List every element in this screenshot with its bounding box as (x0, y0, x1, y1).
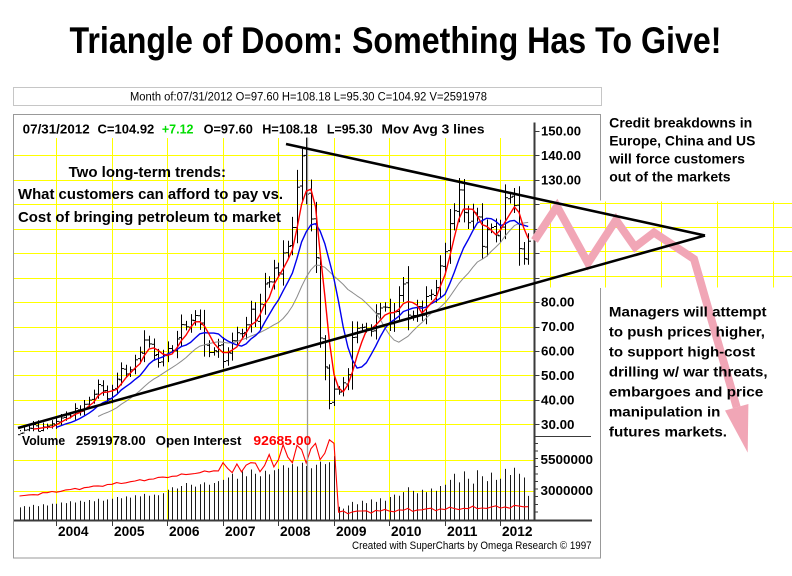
svg-text:H=108.18: H=108.18 (262, 122, 317, 137)
svg-text:manipulation in: manipulation in (609, 403, 721, 419)
svg-text:2007: 2007 (225, 524, 256, 539)
svg-text:Mov Avg 3 lines: Mov Avg 3 lines (382, 122, 485, 137)
svg-text:Managers will attempt: Managers will attempt (609, 304, 767, 320)
svg-text:3000000: 3000000 (541, 483, 594, 498)
svg-text:Credit breakdowns in: Credit breakdowns in (609, 114, 752, 130)
svg-text:5500000: 5500000 (541, 452, 594, 467)
svg-text:+7.12: +7.12 (162, 122, 194, 137)
svg-text:80.00: 80.00 (541, 295, 575, 310)
svg-text:Triangle of Doom: Something Ha: Triangle of Doom: Something Has To Give! (70, 20, 722, 61)
svg-text:Europe, China and US: Europe, China and US (609, 133, 755, 149)
svg-text:futures markets.: futures markets. (609, 423, 727, 439)
svg-text:O=97.60: O=97.60 (204, 122, 253, 137)
svg-text:2012: 2012 (502, 524, 533, 539)
svg-text:130.00: 130.00 (541, 172, 581, 187)
svg-text:L=95.30: L=95.30 (327, 122, 373, 137)
svg-text:embargoes and price: embargoes and price (609, 383, 764, 399)
svg-text:C=104.92: C=104.92 (98, 122, 155, 137)
svg-text:Open Interest: Open Interest (156, 433, 243, 448)
svg-text:07/31/2012: 07/31/2012 (23, 122, 90, 137)
svg-text:150.00: 150.00 (541, 124, 581, 139)
svg-text:60.00: 60.00 (541, 344, 575, 359)
svg-text:to push prices higher,: to push prices higher, (609, 324, 765, 340)
svg-text:2008: 2008 (280, 524, 311, 539)
svg-text:92685.00: 92685.00 (253, 433, 311, 448)
svg-text:2011: 2011 (447, 524, 478, 539)
svg-text:Two long-term trends:: Two long-term trends: (69, 164, 226, 181)
svg-text:40.00: 40.00 (541, 392, 575, 407)
svg-text:2005: 2005 (114, 524, 145, 539)
svg-text:2591978.00: 2591978.00 (76, 433, 146, 448)
svg-text:out of the markets: out of the markets (609, 169, 731, 185)
svg-text:2006: 2006 (169, 524, 200, 539)
svg-text:Month of:07/31/2012 O=97.60 H=: Month of:07/31/2012 O=97.60 H=108.18 L=9… (130, 92, 487, 104)
svg-text:to support high-cost: to support high-cost (609, 343, 756, 359)
svg-text:30.00: 30.00 (541, 417, 575, 432)
svg-text:50.00: 50.00 (541, 368, 575, 383)
svg-text:Created with SuperCharts by Om: Created with SuperCharts by Omega Resear… (352, 540, 592, 552)
svg-text:What customers can afford to p: What customers can afford to pay vs. (18, 186, 283, 203)
svg-text:2004: 2004 (58, 524, 89, 539)
svg-text:2009: 2009 (336, 524, 367, 539)
svg-text:Volume: Volume (22, 433, 65, 448)
svg-text:2010: 2010 (391, 524, 422, 539)
svg-text:70.00: 70.00 (541, 319, 575, 334)
svg-text:drilling w/ war threats,: drilling w/ war threats, (609, 363, 768, 379)
svg-text:will force customers: will force customers (608, 151, 745, 167)
svg-text:Cost of bringing petroleum to: Cost of bringing petroleum to market (18, 209, 281, 226)
svg-text:140.00: 140.00 (541, 148, 581, 163)
